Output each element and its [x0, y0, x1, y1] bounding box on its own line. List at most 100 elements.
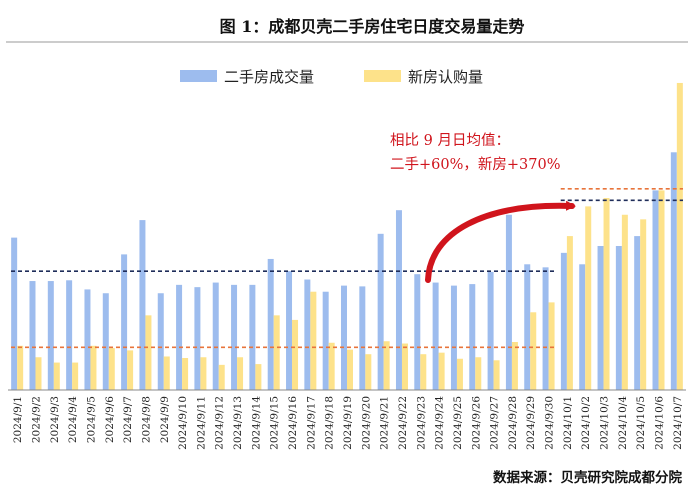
bar-new [621, 214, 628, 390]
x-tick-label: 2024/9/1 [12, 396, 24, 443]
x-tick-label: 2024/9/13 [232, 396, 244, 450]
bar-new [676, 82, 683, 390]
bar-new [218, 364, 225, 390]
x-tick-label: 2024/10/5 [635, 396, 647, 450]
x-tick-label: 2024/10/4 [617, 396, 629, 450]
annotation-line-1: 相比 9 月日均值： [390, 132, 510, 149]
x-tick-label: 2024/10/7 [672, 396, 684, 450]
bar-resale [267, 258, 274, 390]
bar-resale [304, 279, 311, 390]
bar-resale [286, 271, 293, 390]
bar-new [145, 315, 152, 390]
bar-resale [84, 289, 91, 390]
bar-resale [432, 282, 439, 390]
bar-resale [505, 214, 512, 390]
bar-new [548, 302, 555, 390]
bar-new [182, 358, 189, 390]
bar-new [127, 350, 134, 390]
bar-resale [615, 246, 622, 390]
x-tick-label: 2024/9/5 [85, 396, 97, 443]
x-tick-label: 2024/9/23 [415, 396, 427, 450]
bar-resale [194, 287, 201, 390]
bar-resale [414, 274, 421, 390]
bar-new [640, 219, 647, 390]
bar-new [456, 358, 463, 390]
x-tick-label: 2024/9/3 [49, 396, 61, 443]
x-tick-label: 2024/9/26 [470, 396, 482, 450]
bar-resale [597, 246, 604, 390]
x-tick-label: 2024/10/2 [580, 396, 592, 450]
x-tick-label: 2024/9/6 [104, 396, 116, 443]
bar-resale [212, 282, 219, 390]
bar-resale [157, 293, 164, 390]
x-tick-label: 2024/9/7 [122, 396, 134, 443]
bar-new [17, 345, 24, 390]
bar-new [255, 364, 262, 390]
bar-resale [359, 286, 366, 390]
x-tick-label: 2024/9/30 [544, 396, 556, 450]
x-tick-label: 2024/9/18 [324, 396, 336, 450]
x-tick-label: 2024/9/28 [507, 396, 519, 450]
x-tick-label: 2024/9/22 [397, 396, 409, 450]
bar-resale [249, 284, 256, 390]
chart-title: 图 1：成都贝壳二手房住宅日度交易量走势 [220, 17, 525, 36]
bar-resale [231, 284, 238, 390]
bar-new [72, 362, 79, 390]
bar-resale [469, 284, 476, 390]
bar-new [475, 357, 482, 390]
legend-swatch-resale [180, 70, 217, 82]
legend-label-new: 新房认购量 [408, 68, 483, 86]
bar-new [585, 206, 592, 390]
bar-resale [542, 267, 549, 390]
bar-new [530, 312, 537, 390]
x-tick-label: 2024/9/29 [525, 396, 537, 450]
bar-resale [560, 252, 567, 390]
bar-resale [102, 293, 109, 390]
bar-resale [377, 233, 384, 390]
bar-new [310, 291, 317, 390]
x-tick-label: 2024/9/20 [360, 396, 372, 450]
bar-resale [487, 271, 494, 390]
legend-swatch-new [364, 70, 401, 82]
bar-new [566, 236, 573, 390]
x-tick-label: 2024/9/12 [214, 396, 226, 450]
bar-resale [634, 236, 641, 390]
bar-resale [579, 264, 586, 390]
bar-new [401, 343, 408, 390]
bar-resale [341, 285, 347, 390]
annotation-line-2: 二手+60%，新房+370% [390, 156, 560, 173]
bar-new [292, 319, 299, 390]
bar-resale [524, 264, 531, 390]
bar-new [273, 315, 280, 390]
x-tick-label: 2024/9/16 [287, 396, 299, 450]
bar-resale [450, 285, 457, 390]
bar-new [108, 348, 115, 390]
x-tick-label: 2024/9/24 [434, 396, 446, 450]
x-tick-label: 2024/9/4 [67, 396, 79, 443]
bar-resale [652, 190, 659, 390]
bar-new [438, 352, 445, 390]
x-tick-label: 2024/9/8 [140, 396, 152, 443]
x-tick-label: 2024/9/11 [195, 396, 207, 450]
x-tick-label: 2024/10/3 [599, 396, 611, 450]
bar-new [493, 360, 500, 390]
bar-new [328, 342, 335, 390]
legend: 二手房成交量 新房认购量 [180, 68, 483, 86]
bar-new [53, 362, 60, 390]
x-tick-labels: 2024/9/1 2024/9/2 2024/9/3 2024/9/4 2024/9/5… [12, 396, 684, 450]
bar-resale [176, 284, 183, 390]
bar-new [658, 190, 665, 390]
bar-resale [139, 220, 146, 390]
bar-new [511, 342, 518, 390]
x-tick-label: 2024/9/17 [305, 396, 317, 450]
bar-resale [670, 152, 677, 390]
bar-new [347, 349, 353, 390]
x-tick-label: 2024/9/25 [452, 396, 464, 450]
legend-label-resale: 二手房成交量 [224, 68, 314, 86]
reference-lines-layer [11, 188, 683, 349]
bar-resale [29, 281, 36, 390]
bar-new [237, 357, 244, 390]
bar-resale [121, 254, 128, 390]
x-tick-label: 2024/9/27 [489, 396, 501, 450]
